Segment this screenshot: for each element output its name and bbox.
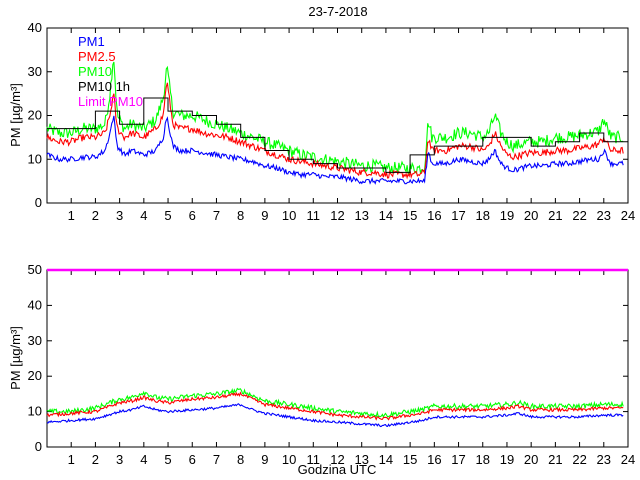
top-y-axis-label: PM [µg/m³] [8,83,23,147]
x-tick-label: 13 [354,208,368,223]
series-line-pm25 [46,391,624,421]
x-tick-label: 21 [548,208,562,223]
x-tick-label: 24 [621,208,635,223]
bottom-y-axis-label: PM [µg/m³] [8,326,23,390]
x-tick-label: 1 [68,452,75,467]
x-tick-label: 14 [379,208,393,223]
series-line-pm10 [46,387,624,419]
y-tick-label: 10 [28,404,42,419]
legend-entry-pm25: PM2.5 [78,49,116,64]
x-tick-label: 14 [379,452,393,467]
y-tick-label: 20 [28,368,42,383]
y-tick-label: 40 [28,20,42,35]
series-line-pm25 [46,82,624,180]
x-tick-label: 2 [92,208,99,223]
y-tick-label: 30 [28,64,42,79]
x-tick-label: 17 [451,208,465,223]
x-tick-label: 10 [282,452,296,467]
legend-entry-pm10: PM10 [78,64,112,79]
x-tick-label: 6 [189,452,196,467]
y-tick-label: 30 [28,333,42,348]
x-tick-label: 24 [621,452,635,467]
x-tick-label: 22 [572,208,586,223]
x-axis-label: Godzina UTC [298,462,377,477]
x-tick-label: 18 [476,208,490,223]
x-tick-label: 11 [307,208,321,223]
x-tick-label: 23 [597,208,611,223]
y-tick-label: 10 [28,151,42,166]
x-tick-label: 7 [213,452,220,467]
x-tick-label: 8 [237,208,244,223]
x-tick-label: 15 [403,452,417,467]
x-tick-label: 9 [261,208,268,223]
x-tick-label: 21 [548,452,562,467]
series-line-pm10-1h [47,97,628,173]
x-tick-label: 4 [140,452,147,467]
x-tick-label: 23 [597,452,611,467]
x-tick-label: 11 [307,452,321,467]
legend-entry-pm10-1h: PM10 1h [78,79,130,94]
x-tick-label: 12 [330,452,344,467]
x-tick-label: 3 [116,208,123,223]
x-tick-label: 19 [500,452,514,467]
x-tick-label: 5 [164,452,171,467]
x-tick-label: 3 [116,452,123,467]
legend-entry-limit-pm10: Limit PM10 [78,94,143,109]
x-tick-label: 20 [524,452,538,467]
x-tick-label: 16 [427,452,441,467]
x-tick-label: 8 [237,452,244,467]
legend-entry-pm1: PM1 [78,34,105,49]
x-tick-label: 16 [427,208,441,223]
x-tick-label: 20 [524,208,538,223]
x-tick-label: 4 [140,208,147,223]
x-tick-label: 17 [451,452,465,467]
x-tick-label: 9 [261,452,268,467]
plot-frame [46,269,629,448]
x-tick-label: 2 [92,452,99,467]
y-tick-label: 40 [28,297,42,312]
y-tick-label: 0 [35,439,42,454]
x-tick-label: 7 [213,208,220,223]
y-tick-label: 50 [28,262,42,277]
series-line-pm1 [46,115,624,185]
x-tick-label: 22 [572,452,586,467]
series-line-pm10 [46,61,624,175]
x-tick-label: 5 [164,208,171,223]
x-tick-label: 6 [189,208,196,223]
x-tick-label: 1 [68,208,75,223]
x-tick-label: 19 [500,208,514,223]
chart-title: 23-7-2018 [308,4,367,19]
x-tick-label: 15 [403,208,417,223]
x-tick-label: 18 [476,452,490,467]
y-tick-label: 20 [28,108,42,123]
legend: PM1 PM2.5 PM10 PM10 1h Limit PM10 [78,34,143,109]
series-line-pm1 [46,403,624,428]
x-tick-label: 10 [282,208,296,223]
x-tick-label: 13 [354,452,368,467]
x-tick-label: 12 [330,208,344,223]
y-tick-label: 0 [35,195,42,210]
